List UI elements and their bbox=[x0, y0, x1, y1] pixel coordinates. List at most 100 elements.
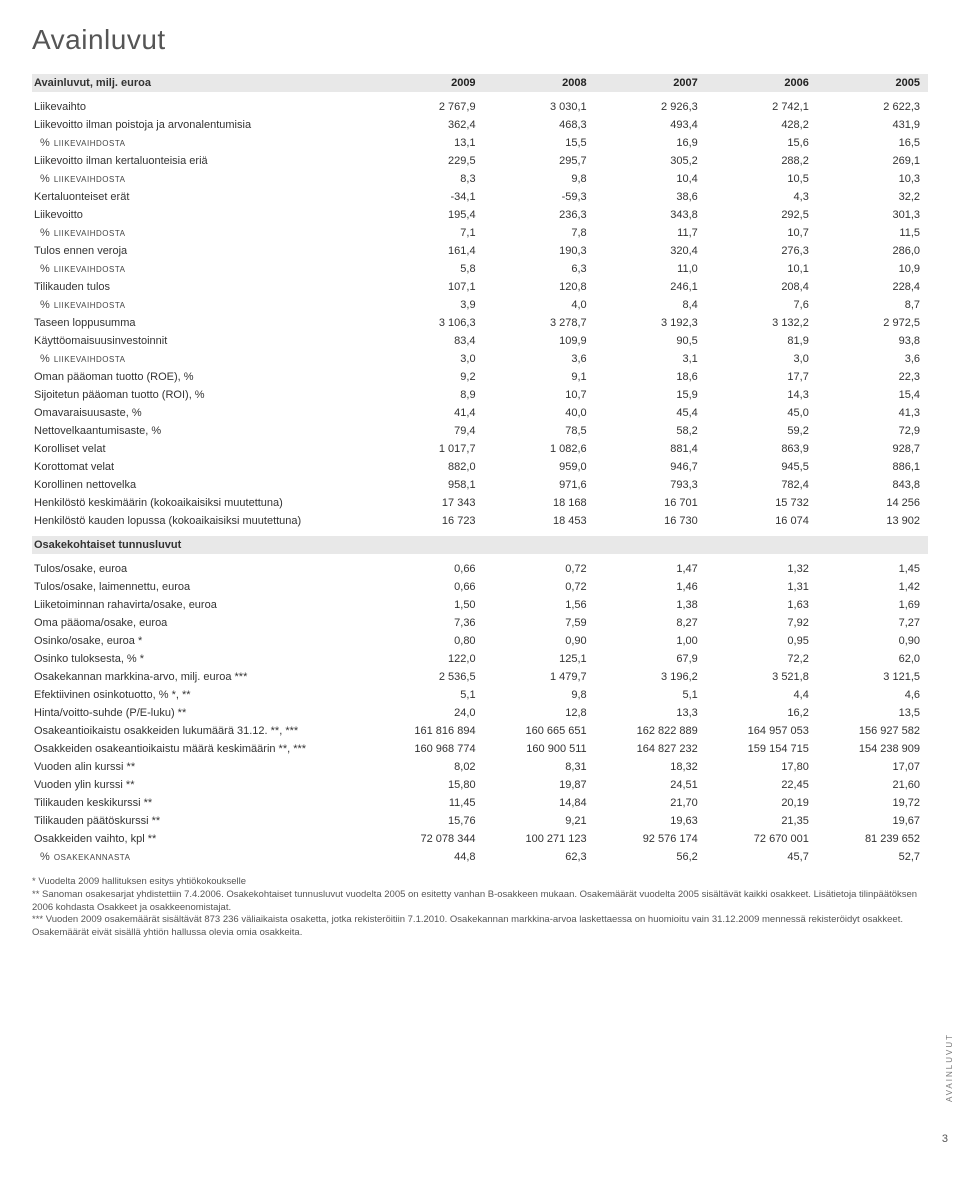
cell-value: 19,67 bbox=[817, 812, 928, 830]
cell-value: 12,8 bbox=[484, 704, 595, 722]
cell-value: 14,3 bbox=[706, 386, 817, 404]
cell-value: 52,7 bbox=[817, 848, 928, 866]
table-row: Vuoden ylin kurssi **15,8019,8724,5122,4… bbox=[32, 776, 928, 794]
row-label: Vuoden alin kurssi ** bbox=[32, 758, 372, 776]
cell-value: 9,21 bbox=[484, 812, 595, 830]
page-title: Avainluvut bbox=[32, 24, 928, 56]
cell-value: 959,0 bbox=[484, 458, 595, 476]
cell-value: 292,5 bbox=[706, 206, 817, 224]
cell-value: 14 256 bbox=[817, 494, 928, 512]
table-row: % liikevaihdosta7,17,811,710,711,5 bbox=[32, 224, 928, 242]
row-label: Sijoitetun pääoman tuotto (ROI), % bbox=[32, 386, 372, 404]
cell-value: 195,4 bbox=[372, 206, 483, 224]
row-label: Liikevoitto ilman poistoja ja arvonalent… bbox=[32, 116, 372, 134]
row-label: Osakeantioikaistu osakkeiden lukumäärä 3… bbox=[32, 722, 372, 740]
cell-value: 1,56 bbox=[484, 596, 595, 614]
cell-value: 3,1 bbox=[595, 350, 706, 368]
section-header: Avainluvut, milj. euroa20092008200720062… bbox=[32, 74, 928, 92]
cell-value: 295,7 bbox=[484, 152, 595, 170]
table-row: Osakkeiden vaihto, kpl **72 078 344100 2… bbox=[32, 830, 928, 848]
cell-value: 56,2 bbox=[595, 848, 706, 866]
cell-value: 1 082,6 bbox=[484, 440, 595, 458]
cell-value: 15,4 bbox=[817, 386, 928, 404]
cell-value: 156 927 582 bbox=[817, 722, 928, 740]
cell-value: 120,8 bbox=[484, 278, 595, 296]
table-row: Henkilöstö keskimäärin (kokoaikaisiksi m… bbox=[32, 494, 928, 512]
table-row: Henkilöstö kauden lopussa (kokoaikaisiks… bbox=[32, 512, 928, 530]
cell-value: 15,76 bbox=[372, 812, 483, 830]
row-label: Korolliset velat bbox=[32, 440, 372, 458]
cell-value: 208,4 bbox=[706, 278, 817, 296]
cell-value: 10,9 bbox=[817, 260, 928, 278]
cell-value: 13,3 bbox=[595, 704, 706, 722]
row-label: Oman pääoman tuotto (ROE), % bbox=[32, 368, 372, 386]
footnote-line: *** Vuoden 2009 osakemäärät sisältävät 8… bbox=[32, 914, 928, 940]
cell-value: 72,2 bbox=[706, 650, 817, 668]
row-label: Hinta/voitto-suhde (P/E-luku) ** bbox=[32, 704, 372, 722]
cell-value: 164 827 232 bbox=[595, 740, 706, 758]
cell-value: 9,2 bbox=[372, 368, 483, 386]
cell-value: 3 030,1 bbox=[484, 98, 595, 116]
table-row: % liikevaihdosta3,94,08,47,68,7 bbox=[32, 296, 928, 314]
cell-value: 1,00 bbox=[595, 632, 706, 650]
cell-value: 11,0 bbox=[595, 260, 706, 278]
cell-value: 1,69 bbox=[817, 596, 928, 614]
cell-value: 971,6 bbox=[484, 476, 595, 494]
table-row: Liikevoitto ilman kertaluonteisia eriä22… bbox=[32, 152, 928, 170]
row-label: Kertaluonteiset erät bbox=[32, 188, 372, 206]
cell-value: 164 957 053 bbox=[706, 722, 817, 740]
cell-value: 782,4 bbox=[706, 476, 817, 494]
table-row: Liikevoitto195,4236,3343,8292,5301,3 bbox=[32, 206, 928, 224]
cell-value: 38,6 bbox=[595, 188, 706, 206]
table-row: Oma pääoma/osake, euroa7,367,598,277,927… bbox=[32, 614, 928, 632]
row-label: Tulos/osake, euroa bbox=[32, 560, 372, 578]
row-label: Käyttöomaisuusinvestoinnit bbox=[32, 332, 372, 350]
cell-value: 7,92 bbox=[706, 614, 817, 632]
cell-value: 24,51 bbox=[595, 776, 706, 794]
cell-value: 45,7 bbox=[706, 848, 817, 866]
row-label: % liikevaihdosta bbox=[32, 224, 372, 242]
cell-value: 159 154 715 bbox=[706, 740, 817, 758]
cell-value: 17,07 bbox=[817, 758, 928, 776]
cell-value: 17,80 bbox=[706, 758, 817, 776]
cell-value: 7,6 bbox=[706, 296, 817, 314]
cell-value: 67,9 bbox=[595, 650, 706, 668]
cell-value: 90,5 bbox=[595, 332, 706, 350]
cell-value: 21,35 bbox=[706, 812, 817, 830]
row-label: Oma pääoma/osake, euroa bbox=[32, 614, 372, 632]
cell-value: 945,5 bbox=[706, 458, 817, 476]
table-row: Tulos/osake, euroa0,660,721,471,321,45 bbox=[32, 560, 928, 578]
cell-value: 3 132,2 bbox=[706, 314, 817, 332]
cell-value: 928,7 bbox=[817, 440, 928, 458]
cell-value: 0,80 bbox=[372, 632, 483, 650]
table-row: Nettovelkaantumisaste, %79,478,558,259,2… bbox=[32, 422, 928, 440]
table-row: Osinko/osake, euroa *0,800,901,000,950,9… bbox=[32, 632, 928, 650]
cell-value: 4,6 bbox=[817, 686, 928, 704]
cell-value: 8,3 bbox=[372, 170, 483, 188]
cell-value: 10,7 bbox=[484, 386, 595, 404]
cell-value: 160 968 774 bbox=[372, 740, 483, 758]
table-row: % liikevaihdosta13,115,516,915,616,5 bbox=[32, 134, 928, 152]
row-label: % liikevaihdosta bbox=[32, 260, 372, 278]
cell-value: 72,9 bbox=[817, 422, 928, 440]
cell-value: -59,3 bbox=[484, 188, 595, 206]
cell-value: 11,45 bbox=[372, 794, 483, 812]
cell-value: 7,36 bbox=[372, 614, 483, 632]
table-row: % liikevaihdosta3,03,63,13,03,6 bbox=[32, 350, 928, 368]
row-label: Osinko/osake, euroa * bbox=[32, 632, 372, 650]
row-label: Tulos/osake, laimennettu, euroa bbox=[32, 578, 372, 596]
year-col: 2005 bbox=[817, 74, 928, 92]
table-row: Liikevaihto2 767,93 030,12 926,32 742,12… bbox=[32, 98, 928, 116]
table-row: Tilikauden päätöskurssi **15,769,2119,63… bbox=[32, 812, 928, 830]
cell-value: 1 479,7 bbox=[484, 668, 595, 686]
row-label: Tilikauden keskikurssi ** bbox=[32, 794, 372, 812]
table-row: Tulos ennen veroja161,4190,3320,4276,328… bbox=[32, 242, 928, 260]
cell-value: 5,1 bbox=[595, 686, 706, 704]
cell-value: 15,9 bbox=[595, 386, 706, 404]
cell-value: 7,59 bbox=[484, 614, 595, 632]
section-header: Osakekohtaiset tunnusluvut bbox=[32, 536, 928, 554]
table-row: Korolliset velat1 017,71 082,6881,4863,9… bbox=[32, 440, 928, 458]
row-label: Liikevoitto bbox=[32, 206, 372, 224]
cell-value: 0,72 bbox=[484, 578, 595, 596]
cell-value: 16,5 bbox=[817, 134, 928, 152]
